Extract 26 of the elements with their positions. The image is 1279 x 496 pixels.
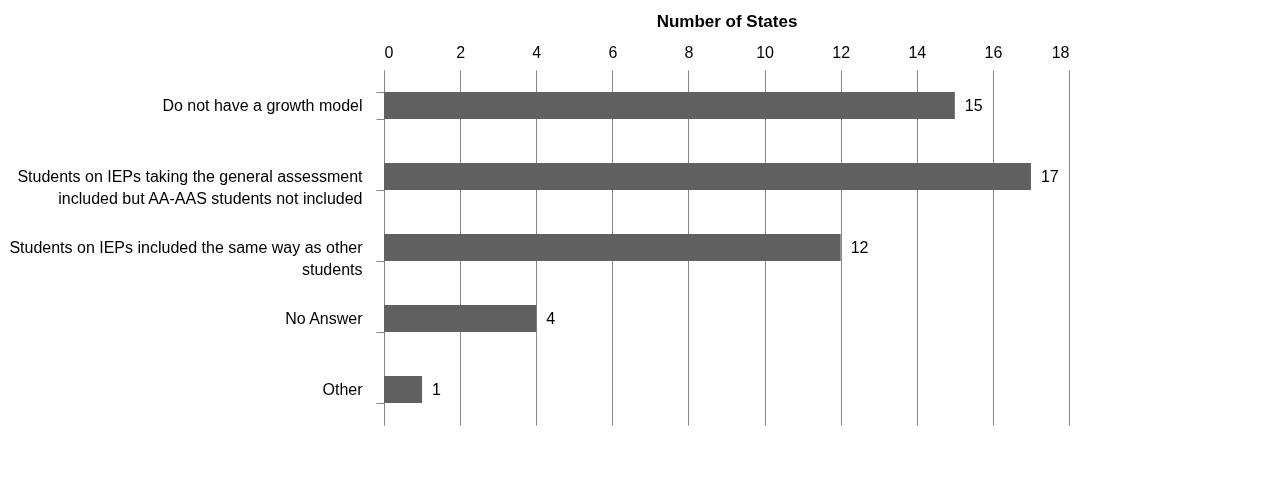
x-tick-label: 2: [456, 43, 466, 61]
x-tick-label: 4: [532, 43, 542, 61]
bar: [384, 376, 423, 403]
y-tick-label: Other: [322, 381, 364, 398]
x-tick-label: 14: [908, 43, 927, 61]
x-axis-title: Number of States: [656, 11, 798, 31]
x-tick-label: 6: [608, 43, 618, 61]
data-label: 17: [1040, 167, 1059, 185]
y-tick-label: Do not have a growth model: [162, 97, 363, 114]
x-tick-label: 18: [1051, 43, 1070, 61]
bar: [384, 163, 1031, 190]
data-label: 4: [546, 309, 556, 327]
bar: [384, 234, 841, 261]
data-label: 15: [964, 96, 983, 114]
data-label: 1: [432, 380, 442, 398]
y-tick-label: No Answer: [285, 310, 364, 327]
bar: [384, 305, 537, 332]
data-label: 12: [850, 238, 869, 256]
x-tick-label: 10: [756, 43, 775, 61]
x-tick-label: 12: [832, 43, 851, 61]
x-tick-label: 8: [684, 43, 694, 61]
x-tick-label: 0: [384, 43, 394, 61]
y-tick-label: Students on IEPs taking the general assessment included but AA-AAS students not included: [17, 168, 364, 207]
bar: [384, 92, 955, 119]
x-tick-label: 16: [984, 43, 1003, 61]
y-tick-label: Students on IEPs included the same way as other students: [9, 239, 364, 278]
